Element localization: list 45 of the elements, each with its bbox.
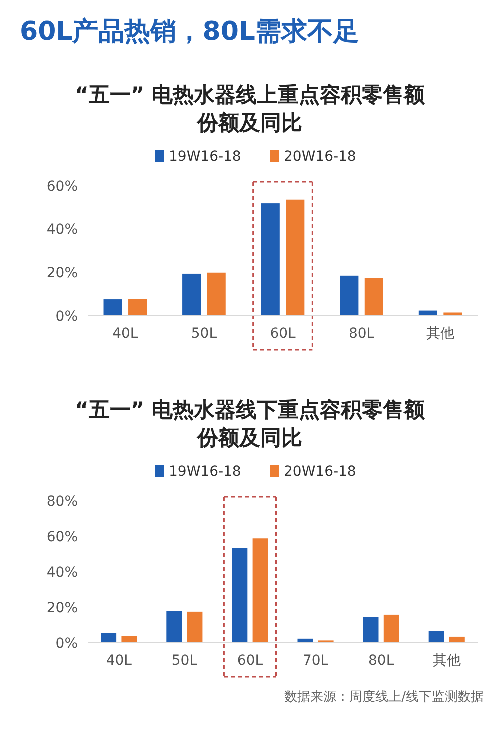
bar [428, 631, 444, 643]
x-tick-label: 70L [302, 653, 329, 669]
text: 60L产品热销，80L需求不足 [20, 17, 360, 47]
y-tick-label: 20% [46, 266, 78, 282]
bar [187, 612, 203, 643]
bar [104, 300, 122, 316]
chart-title: “五一” 电热水器线下重点容积零售额份额及同比 [75, 398, 426, 450]
bar [232, 548, 248, 643]
legend-label: 20W16-18 [284, 149, 356, 165]
chart-title: “五一” 电热水器线上重点容积零售额份额及同比 [75, 83, 426, 135]
bar [340, 276, 359, 316]
bar [101, 633, 117, 643]
legend-label: 20W16-18 [284, 464, 356, 480]
bar [252, 538, 268, 643]
y-tick-label: 40% [46, 222, 78, 238]
source-note: 数据来源：周度线上/线下监测数据 [284, 689, 484, 705]
legend-label: 19W16-18 [169, 464, 242, 480]
y-tick-label: 60% [46, 178, 78, 195]
x-tick-label: 50L [191, 326, 218, 342]
x-tick-label: 80L [368, 653, 394, 669]
bar [182, 274, 202, 316]
bar [364, 278, 384, 316]
bar [166, 611, 182, 643]
x-tick-label: 其他 [426, 326, 455, 342]
x-tick-label: 80L [348, 326, 375, 342]
bar [449, 636, 465, 643]
bar [261, 204, 280, 316]
x-tick-label: 40L [112, 326, 138, 342]
x-tick-label: 50L [172, 653, 198, 669]
y-tick-label: 60% [46, 529, 78, 546]
bar [363, 617, 379, 643]
y-tick-label: 80% [46, 494, 78, 510]
x-tick-label: 60L [270, 326, 296, 342]
y-tick-label: 0% [56, 308, 78, 325]
legend-label: 19W16-18 [169, 149, 242, 165]
y-tick-label: 20% [46, 600, 78, 616]
x-tick-label: 40L [106, 653, 132, 669]
x-tick-label: 其他 [432, 653, 461, 669]
y-tick-label: 0% [56, 636, 78, 652]
bar [207, 272, 226, 316]
bar [286, 200, 305, 316]
bar [384, 614, 400, 643]
y-tick-label: 40% [46, 564, 78, 581]
x-tick-label: 60L [237, 653, 264, 669]
bar [128, 299, 148, 316]
